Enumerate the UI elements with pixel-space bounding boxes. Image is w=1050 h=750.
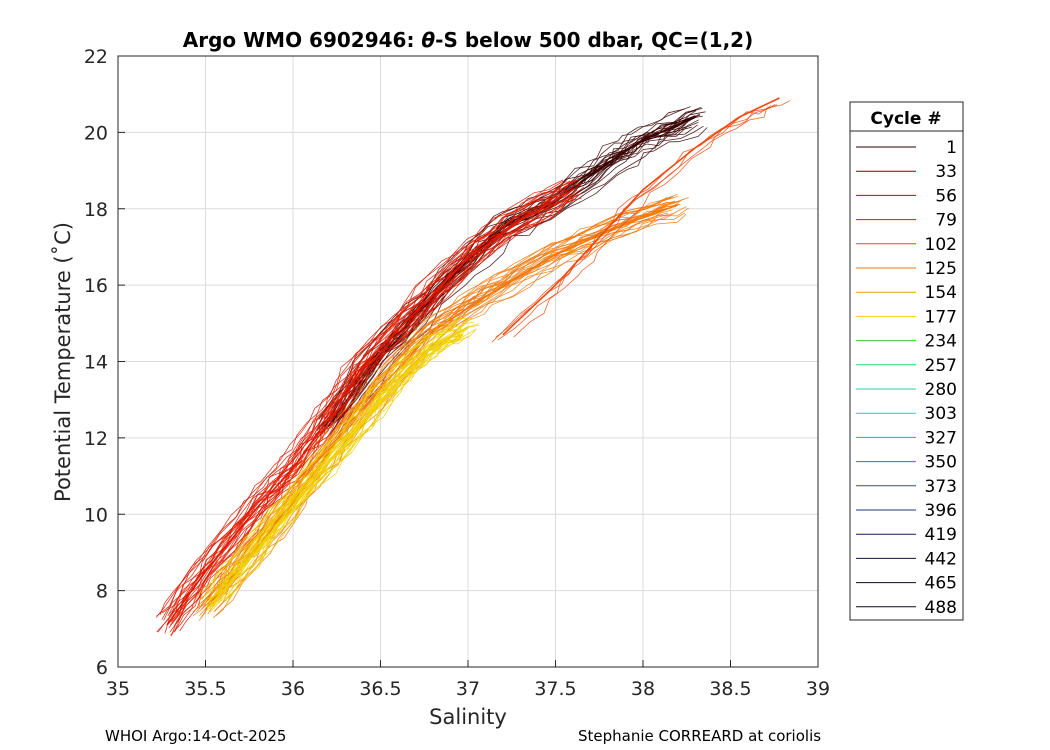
profile-trace-3-variant — [225, 329, 477, 606]
profile-trace-3-variant — [227, 324, 480, 600]
profile-trace-1-variant — [161, 180, 571, 614]
legend-label-1: 1 — [946, 138, 957, 158]
legend-label-419: 419 — [925, 525, 957, 545]
profile-trace-3-variant — [209, 334, 463, 610]
y-tick-label: 14 — [84, 352, 108, 374]
y-axis-label: Potential Temperature (˚C) — [51, 222, 75, 502]
legend-label-234: 234 — [925, 332, 957, 352]
profile-trace-1-variant — [168, 189, 578, 629]
legend-label-280: 280 — [925, 380, 957, 400]
legend-label-373: 373 — [925, 477, 957, 497]
legend-label-350: 350 — [925, 453, 957, 473]
y-tick-label: 18 — [84, 199, 108, 221]
x-axis-label: Salinity — [429, 705, 507, 729]
profile-trace-4 — [502, 97, 780, 336]
x-tick-label: 38 — [631, 678, 655, 700]
y-tick-label: 16 — [84, 275, 108, 297]
profile-trace-1-variant — [170, 183, 582, 623]
legend-label-442: 442 — [925, 549, 957, 569]
legend-title: Cycle # — [870, 109, 941, 129]
x-tick-label: 37 — [456, 678, 480, 700]
profile-trace-4-variant — [491, 105, 772, 343]
x-tick-label: 36.5 — [359, 678, 401, 700]
x-tick-label: 38.5 — [709, 678, 751, 700]
legend-label-56: 56 — [935, 186, 957, 206]
profile-trace-3-variant — [201, 317, 458, 595]
profile-trace-3-variant — [213, 320, 467, 597]
y-tick-label: 22 — [84, 46, 108, 68]
legend-label-125: 125 — [925, 259, 957, 279]
profile-trace-0-variant — [318, 108, 685, 417]
legend: Cycle # 1 33 56 79 102 125 154 177 234 257 280 303 3… — [849, 101, 964, 621]
footer-left: WHOI Argo:14-Oct-2025 — [105, 727, 286, 745]
profile-trace-3-variant — [205, 318, 458, 596]
footer-right: Stephanie CORREARD at coriolis — [578, 727, 821, 745]
profile-trace-1-variant — [179, 197, 582, 632]
profile-trace-3-variant — [216, 322, 468, 601]
x-tick-label: 39 — [806, 678, 830, 700]
legend-box — [849, 101, 964, 621]
profile-trace-1-variant — [159, 179, 564, 615]
y-tick-label: 20 — [84, 122, 108, 144]
y-tick-label: 6 — [96, 657, 108, 679]
x-tick-label: 35.5 — [184, 678, 226, 700]
profile-trace-1-variant — [155, 185, 563, 618]
profile-trace-0-variant — [317, 117, 684, 429]
legend-label-102: 102 — [925, 235, 957, 255]
y-tick-label: 10 — [84, 504, 108, 526]
profile-trace-3-variant — [207, 333, 461, 609]
y-tick-label: 8 — [96, 581, 108, 603]
profile-trace-4-variant — [513, 100, 791, 338]
legend-label-257: 257 — [925, 356, 957, 376]
legend-label-33: 33 — [935, 162, 957, 182]
legend-label-303: 303 — [925, 404, 957, 424]
profile-traces — [155, 97, 791, 637]
y-tick-label: 12 — [84, 428, 108, 450]
legend-label-177: 177 — [925, 307, 957, 327]
profile-trace-3-variant — [209, 335, 468, 613]
profile-trace-3-variant — [224, 321, 475, 600]
legend-label-154: 154 — [925, 283, 957, 303]
legend-label-396: 396 — [925, 501, 957, 521]
profile-trace-1-variant — [163, 180, 573, 621]
legend-label-488: 488 — [925, 598, 957, 618]
axis-ticks: 35 35.5 36 36.5 37 37.5 38 38.5 39 6 8 10 12 14 16 18 20… — [84, 46, 830, 700]
profile-trace-1-variant — [174, 179, 578, 615]
profile-trace-4-variant — [495, 103, 776, 338]
profile-trace-1-variant — [156, 180, 564, 617]
legend-label-79: 79 — [935, 211, 957, 231]
x-tick-label: 37.5 — [534, 678, 576, 700]
x-tick-label: 35 — [106, 678, 130, 700]
legend-label-465: 465 — [925, 574, 957, 594]
x-tick-label: 36 — [281, 678, 305, 700]
legend-label-327: 327 — [925, 428, 957, 448]
chart-title: Argo WMO 6902946: θ-S below 500 dbar, QC… — [183, 28, 753, 52]
